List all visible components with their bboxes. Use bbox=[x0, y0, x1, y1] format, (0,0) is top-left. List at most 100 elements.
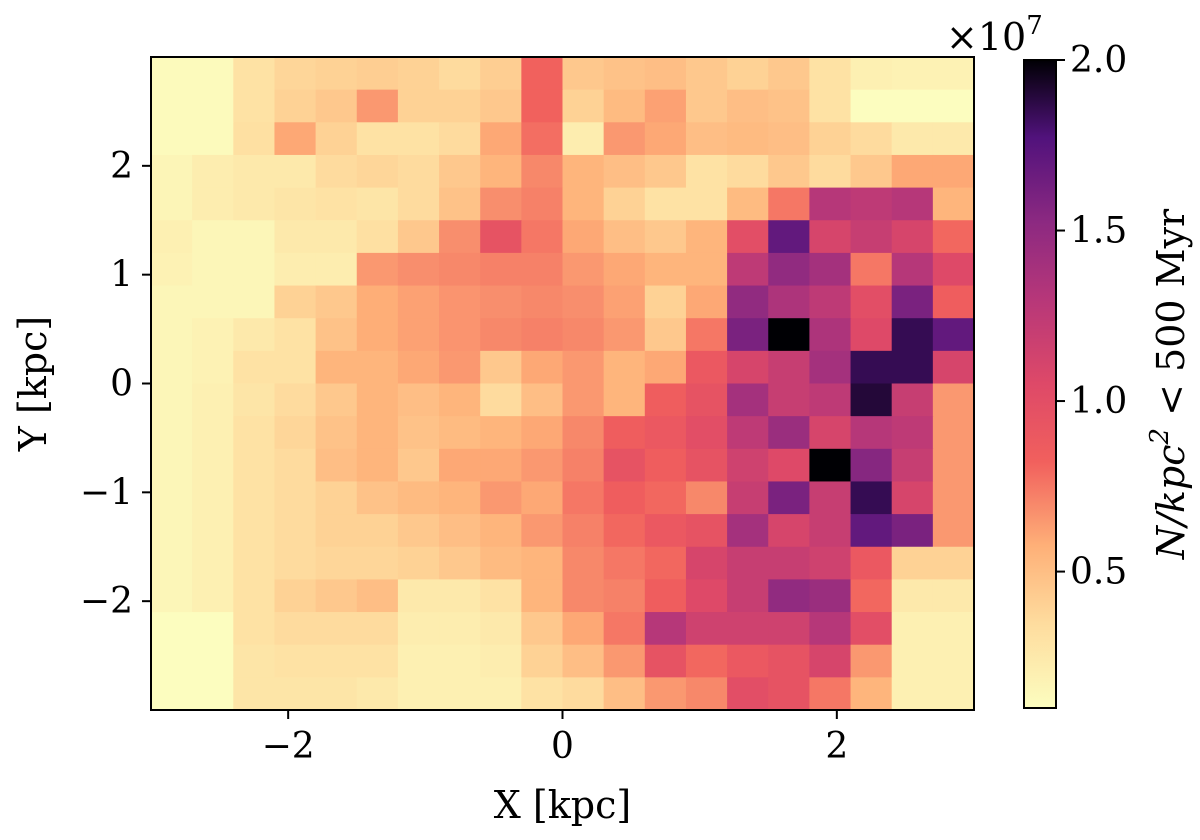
heatmap-cell bbox=[397, 677, 440, 711]
heatmap-cell bbox=[891, 187, 934, 221]
heatmap-cell bbox=[192, 612, 234, 646]
heatmap-cell bbox=[603, 644, 646, 678]
heatmap-cell bbox=[809, 187, 852, 221]
colorbar-tick-label: 2.0 bbox=[1070, 40, 1127, 81]
heatmap-cell bbox=[439, 220, 481, 254]
heatmap-cell bbox=[603, 579, 646, 613]
heatmap-cell bbox=[315, 514, 358, 548]
heatmap-cell bbox=[315, 252, 358, 287]
heatmap-cell bbox=[603, 318, 646, 352]
heatmap-cell bbox=[233, 514, 276, 548]
heatmap-cell bbox=[192, 579, 234, 613]
heatmap-cell bbox=[932, 481, 975, 515]
colorbar-ticks: 0.5 1.0 1.5 2.0 bbox=[1056, 40, 1127, 593]
heatmap-cell bbox=[850, 154, 893, 189]
heatmap-cell bbox=[192, 57, 234, 91]
heatmap-cell bbox=[151, 220, 193, 254]
heatmap-cell bbox=[603, 220, 646, 254]
heatmap-cell bbox=[644, 416, 687, 450]
heatmap-cell bbox=[192, 285, 234, 319]
heatmap-cell bbox=[521, 416, 564, 450]
heatmap-cell bbox=[727, 187, 769, 221]
heatmap-cell bbox=[439, 514, 481, 548]
heatmap-cell bbox=[397, 644, 440, 678]
heatmap-cell bbox=[809, 546, 852, 580]
heatmap-cell bbox=[521, 285, 564, 319]
heatmap-cell bbox=[850, 122, 893, 156]
heatmap-cell bbox=[932, 448, 975, 483]
heatmap-cell bbox=[480, 481, 522, 515]
heatmap-cell bbox=[850, 514, 893, 548]
heatmap-cell bbox=[685, 122, 728, 156]
heatmap-cell bbox=[274, 187, 317, 221]
heatmap-cell bbox=[644, 57, 687, 91]
heatmap-cell bbox=[356, 318, 399, 352]
heatmap-cell bbox=[768, 579, 810, 613]
heatmap-cell bbox=[685, 644, 728, 678]
heatmap-cell bbox=[644, 220, 687, 254]
heatmap-cell bbox=[480, 448, 522, 483]
heatmap-cell bbox=[644, 89, 687, 123]
heatmap-cell bbox=[315, 416, 358, 450]
heatmap-cell bbox=[315, 154, 358, 189]
heatmap-cell bbox=[727, 612, 769, 646]
heatmap-cell bbox=[562, 481, 605, 515]
heatmap-cell bbox=[397, 514, 440, 548]
heatmap-cell bbox=[891, 318, 934, 352]
heatmap-cell bbox=[727, 448, 769, 483]
heatmap-cell bbox=[192, 252, 234, 287]
heatmap-cell bbox=[891, 677, 934, 711]
heatmap-cell bbox=[192, 677, 234, 711]
heatmap-cell bbox=[397, 350, 440, 385]
heatmap-cell bbox=[233, 220, 276, 254]
heatmap-cell bbox=[151, 154, 193, 189]
heatmap-cell bbox=[891, 220, 934, 254]
heatmap-cell bbox=[315, 481, 358, 515]
heatmap-cell bbox=[603, 350, 646, 385]
heatmap-cell bbox=[850, 187, 893, 221]
heatmap-cell bbox=[315, 187, 358, 221]
heatmap-cell bbox=[315, 579, 358, 613]
heatmap-cell bbox=[727, 350, 769, 385]
heatmap-cell bbox=[274, 416, 317, 450]
heatmap-cell bbox=[727, 416, 769, 450]
heatmap-cell bbox=[192, 383, 234, 417]
heatmap-cell bbox=[644, 514, 687, 548]
heatmap-cell bbox=[809, 448, 852, 483]
heatmap-cell bbox=[233, 644, 276, 678]
heatmap-cell bbox=[768, 154, 810, 189]
heatmap-cell bbox=[850, 677, 893, 711]
heatmap-cell bbox=[644, 481, 687, 515]
heatmap-cell bbox=[397, 579, 440, 613]
heatmap-cell bbox=[685, 220, 728, 254]
heatmap-cell bbox=[932, 122, 975, 156]
heatmap-cell bbox=[891, 644, 934, 678]
x-tick-label: 2 bbox=[825, 726, 848, 767]
heatmap-cell bbox=[603, 383, 646, 417]
heatmap-cell bbox=[809, 481, 852, 515]
heatmap-cell bbox=[356, 416, 399, 450]
heatmap-cell bbox=[439, 612, 481, 646]
heatmap-cell bbox=[315, 448, 358, 483]
heatmap-cell bbox=[480, 350, 522, 385]
heatmap-cell bbox=[356, 579, 399, 613]
heatmap-cell bbox=[521, 546, 564, 580]
heatmap-cell bbox=[521, 644, 564, 678]
heatmap-cell bbox=[891, 154, 934, 189]
heatmap-cell bbox=[644, 383, 687, 417]
heatmap-cell bbox=[480, 612, 522, 646]
x-axis-ticks: −2 0 2 bbox=[262, 710, 848, 767]
heatmap-cell bbox=[891, 579, 934, 613]
heatmap-cell bbox=[727, 644, 769, 678]
heatmap-cell bbox=[274, 481, 317, 515]
colorbar-label: N/kpc2 < 500 Myr bbox=[1145, 208, 1193, 560]
heatmap-cell bbox=[356, 252, 399, 287]
x-axis-label: X [kpc] bbox=[494, 783, 631, 827]
heatmap-cell bbox=[274, 318, 317, 352]
heatmap-cell bbox=[315, 285, 358, 319]
heatmap-cell bbox=[685, 285, 728, 319]
heatmap-cell bbox=[562, 514, 605, 548]
heatmap-cell bbox=[850, 318, 893, 352]
heatmap-cell bbox=[768, 612, 810, 646]
heatmap-cell bbox=[685, 612, 728, 646]
